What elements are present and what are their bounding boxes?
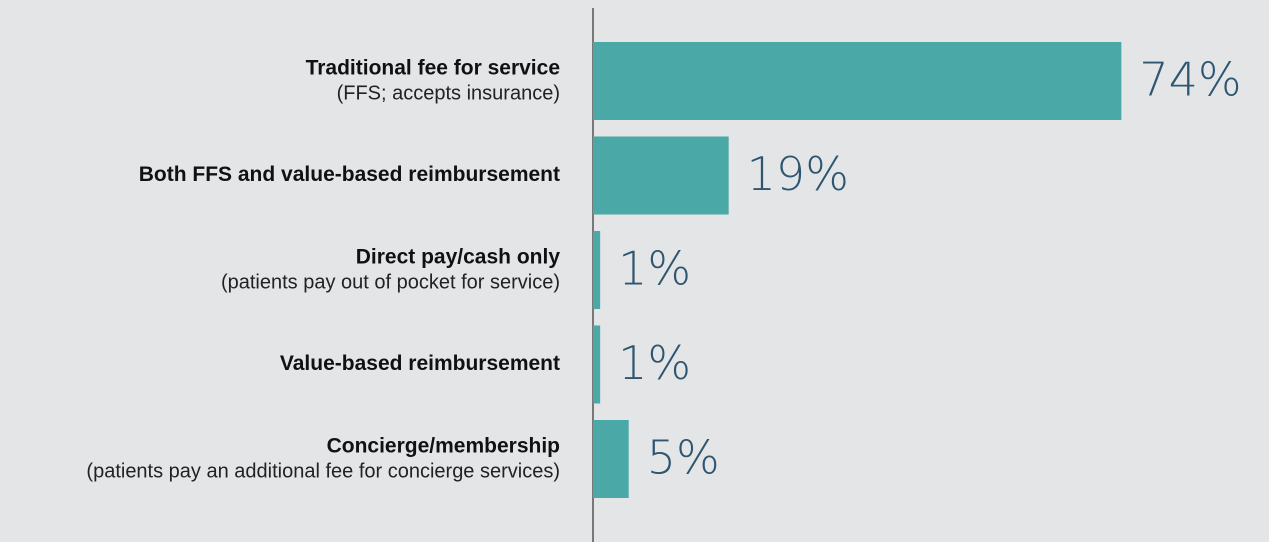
category-label: Both FFS and value-based reimbursement <box>139 163 560 186</box>
category-label: Traditional fee for service <box>306 57 560 80</box>
value-label: 19% <box>747 147 849 201</box>
bar <box>593 325 601 404</box>
value-label: 5% <box>647 431 720 485</box>
bar <box>593 231 601 309</box>
value-label: 1% <box>618 336 691 390</box>
bar <box>593 136 729 215</box>
value-label: 1% <box>618 242 691 296</box>
bar <box>593 42 1122 120</box>
category-label: Direct pay/cash only <box>356 246 561 269</box>
bar <box>593 420 629 498</box>
value-label: 74% <box>1139 53 1241 107</box>
category-label: Value-based reimbursement <box>280 352 560 375</box>
category-sublabel: (FFS; accepts insurance) <box>337 82 560 104</box>
category-label: Concierge/membership <box>327 435 560 458</box>
category-sublabel: (patients pay an additional fee for conc… <box>86 460 560 482</box>
category-sublabel: (patients pay out of pocket for service) <box>221 271 560 293</box>
